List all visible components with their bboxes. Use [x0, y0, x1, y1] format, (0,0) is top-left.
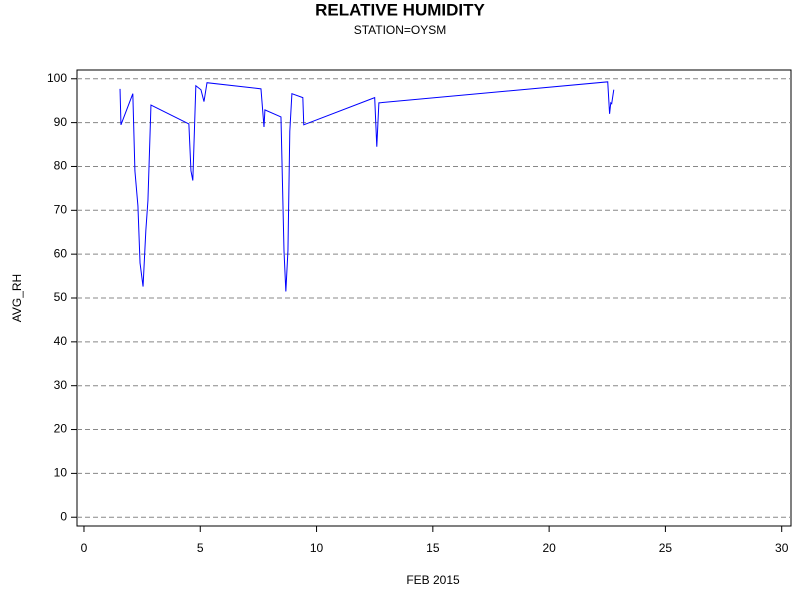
data-line: [119, 81, 615, 292]
y-tick-label: 40: [54, 334, 68, 348]
chart-title: RELATIVE HUMIDITY: [315, 0, 485, 19]
x-axis-label: FEB 2015: [406, 573, 460, 587]
x-tick-label: 30: [775, 541, 789, 555]
x-tick-label: 5: [197, 541, 204, 555]
y-tick-label: 100: [47, 71, 67, 85]
x-tick-label: 20: [542, 541, 556, 555]
chart-subtitle: STATION=OYSM: [354, 23, 447, 37]
y-tick-label: 70: [54, 202, 68, 216]
x-tick-label: 25: [659, 541, 673, 555]
y-tick-label: 10: [54, 466, 68, 480]
y-tick-label: 80: [54, 159, 68, 173]
y-tick-label: 0: [60, 509, 67, 523]
y-tick-label: 50: [54, 290, 68, 304]
y-tick-label: 30: [54, 378, 68, 392]
x-tick-label: 10: [310, 541, 324, 555]
x-tick-label: 15: [426, 541, 440, 555]
y-tick-label: 20: [54, 422, 68, 436]
y-tick-label: 90: [54, 115, 68, 129]
x-tick-label: 0: [81, 541, 88, 555]
y-axis-label: AVG_RH: [10, 274, 24, 322]
y-tick-label: 60: [54, 246, 68, 260]
